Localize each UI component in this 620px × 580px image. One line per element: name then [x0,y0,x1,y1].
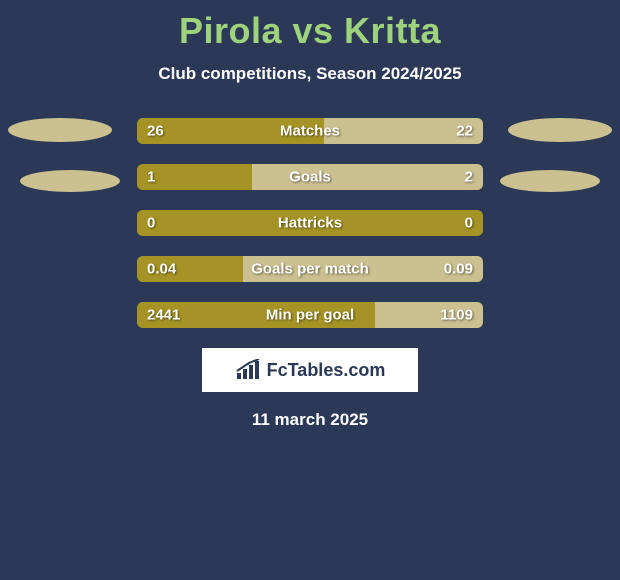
decorative-ellipse [508,118,612,142]
stat-right-value: 0 [465,215,473,232]
stat-right-value: 0.09 [444,261,473,278]
stat-row: 26 22 Matches [137,118,483,144]
footer-date: 11 march 2025 [0,410,620,430]
page-subtitle: Club competitions, Season 2024/2025 [0,64,620,84]
stat-right-value: 22 [456,123,473,140]
decorative-ellipse [20,170,120,192]
stat-left-value: 1 [147,169,155,186]
stat-left-value: 26 [147,123,164,140]
stat-row: 0.04 0.09 Goals per match [137,256,483,282]
decorative-ellipse [500,170,600,192]
stat-label: Hattricks [278,215,342,232]
stat-left-value: 2441 [147,307,180,324]
stat-left-value: 0.04 [147,261,176,278]
comparison-chart: 26 22 Matches 1 2 Goals 0 0 Hattricks 0.04 0.09 Goa… [0,118,620,328]
stat-row: 0 0 Hattricks [137,210,483,236]
stat-row: 2441 1109 Min per goal [137,302,483,328]
stat-label: Matches [280,123,340,140]
stat-right-value: 2 [465,169,473,186]
decorative-ellipse [8,118,112,142]
branding-logo: FcTables.com [202,348,418,392]
stat-label: Min per goal [266,307,354,324]
stat-label: Goals [289,169,331,186]
chart-icon [235,359,261,381]
branding-text: FcTables.com [267,360,386,381]
stat-label: Goals per match [251,261,369,278]
stat-row: 1 2 Goals [137,164,483,190]
bar-segment-right [252,164,483,190]
page-title: Pirola vs Kritta [0,0,620,52]
stat-right-value: 1109 [440,307,473,324]
stat-left-value: 0 [147,215,155,232]
